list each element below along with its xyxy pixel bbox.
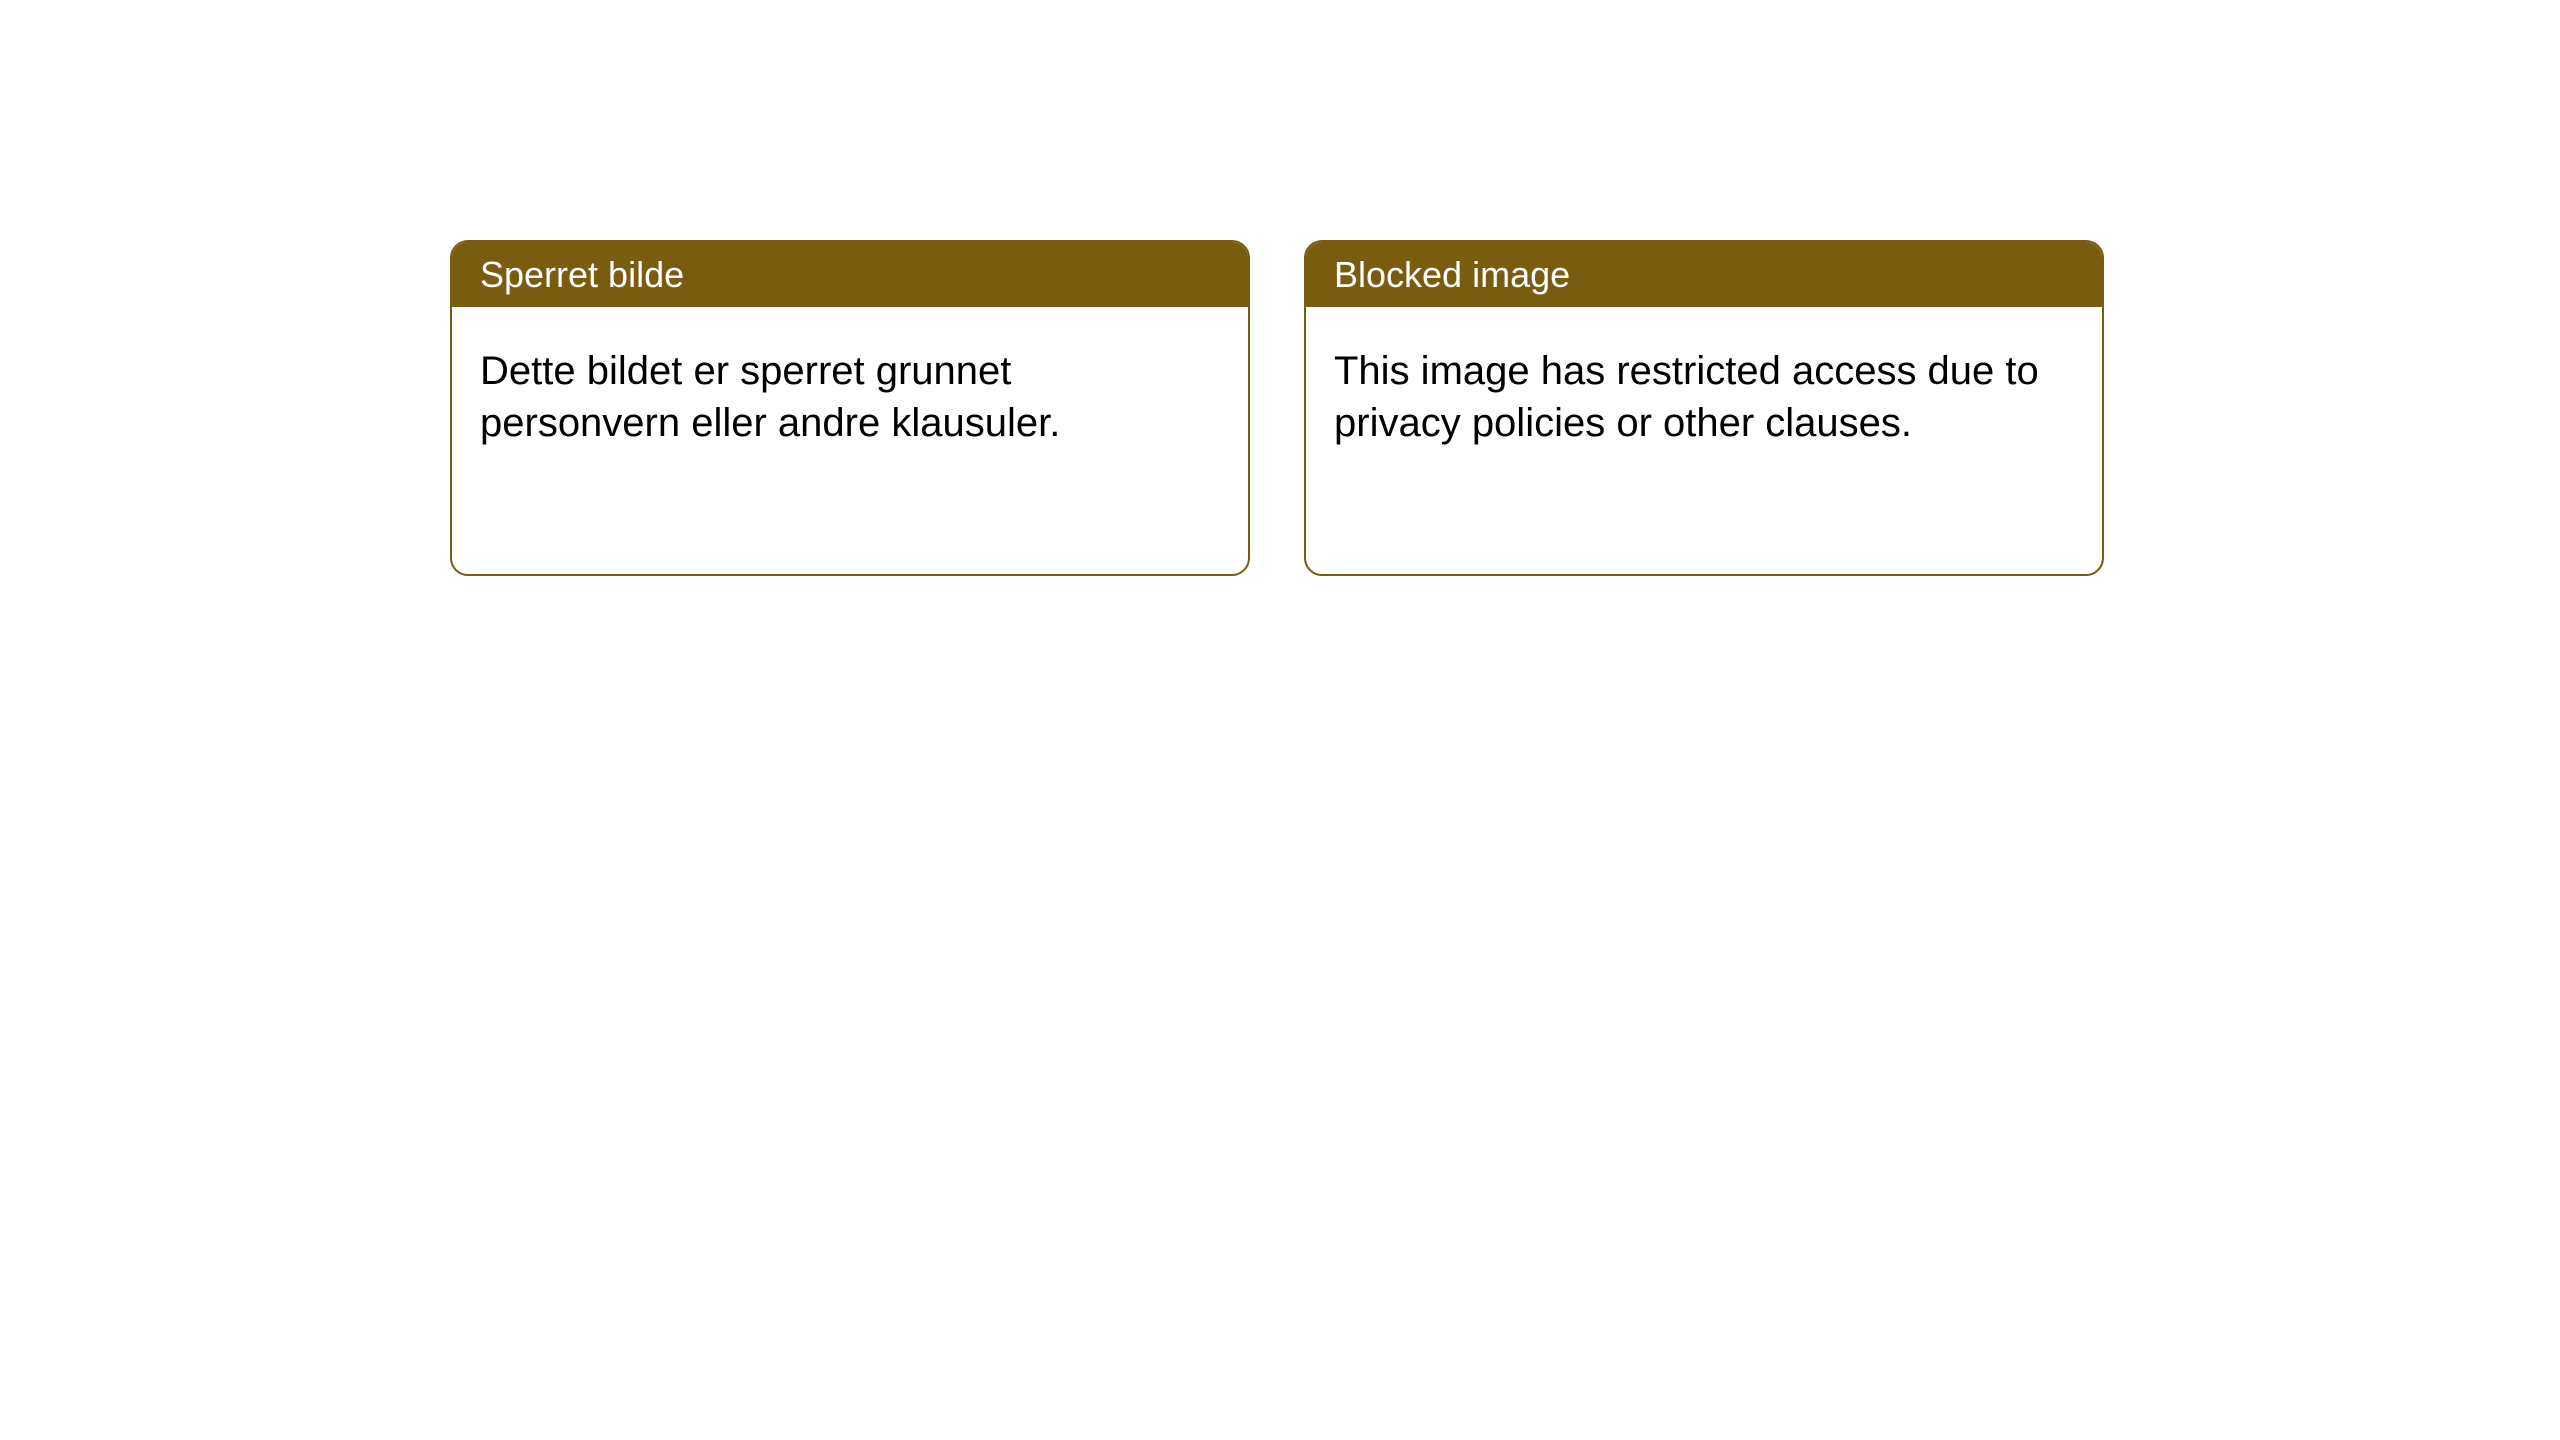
card-body: Dette bildet er sperret grunnet personve… (452, 307, 1248, 477)
card-title: Sperret bilde (452, 242, 1248, 307)
notice-card-norwegian: Sperret bilde Dette bildet er sperret gr… (450, 240, 1250, 576)
notice-container: Sperret bilde Dette bildet er sperret gr… (0, 0, 2560, 576)
card-body: This image has restricted access due to … (1306, 307, 2102, 477)
card-title: Blocked image (1306, 242, 2102, 307)
notice-card-english: Blocked image This image has restricted … (1304, 240, 2104, 576)
